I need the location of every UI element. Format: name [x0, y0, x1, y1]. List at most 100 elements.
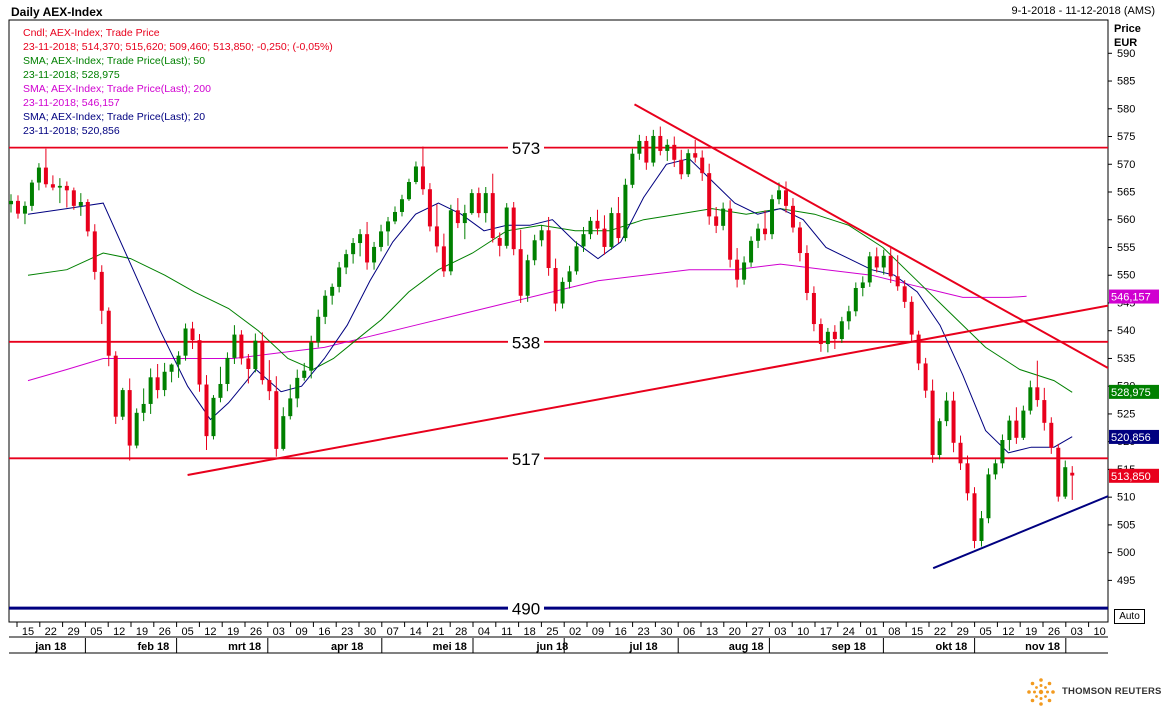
candle [525, 254, 530, 302]
candle-body [581, 234, 586, 247]
plot-frame [8, 19, 1109, 623]
candle-body [658, 135, 663, 151]
candle-body [176, 355, 181, 365]
candle [176, 351, 181, 378]
candle [749, 236, 754, 267]
x-tick-label: 02 [569, 626, 581, 638]
x-tick-label: 26 [1048, 626, 1060, 638]
last-value-bg [1109, 289, 1159, 304]
x-tick-label: 08 [888, 626, 900, 638]
candle [246, 354, 251, 384]
candle-body [867, 256, 872, 283]
candle [15, 195, 20, 219]
x-month-label: mrt 18 [228, 641, 261, 653]
candle [679, 149, 684, 180]
candle-body [825, 331, 830, 345]
candle-body [972, 493, 977, 541]
x-month-label: apr 18 [331, 641, 363, 653]
legend-line: 23-11-2018; 528,975 [23, 69, 120, 81]
candle-body [106, 310, 111, 356]
x-tick-label: 12 [204, 626, 216, 638]
x-tick-label: 13 [706, 626, 718, 638]
candle [497, 232, 502, 257]
candle-body [483, 193, 488, 214]
candle-body [700, 157, 705, 174]
candle-body [43, 167, 48, 185]
candle-body [783, 190, 788, 206]
level-label: 573 [512, 139, 540, 158]
candle-body [951, 400, 956, 443]
last-value-label: 528,975 [1111, 387, 1151, 399]
x-tick-label: 19 [1025, 626, 1037, 638]
candle [1056, 443, 1061, 502]
brand-logo: THOMSON REUTERS [1026, 677, 1163, 707]
candle [797, 221, 802, 262]
candle-body [749, 240, 754, 263]
candle [651, 129, 656, 167]
candle-body [351, 243, 356, 255]
candle [365, 221, 370, 270]
candle-body [728, 208, 733, 260]
candle [790, 198, 795, 233]
candle [860, 276, 865, 297]
x-tick-label: 19 [227, 626, 239, 638]
candle-body [686, 153, 691, 175]
candle [57, 178, 62, 204]
candle-body [644, 140, 649, 163]
sma20-line [27, 158, 1073, 454]
candle [553, 258, 558, 312]
last-value-label: 513,850 [1111, 471, 1151, 483]
candle-body [811, 292, 816, 325]
candle [721, 202, 726, 231]
x-tick-label: 30 [660, 626, 672, 638]
candle [169, 363, 174, 383]
candle [770, 194, 775, 240]
y-tick-label: 570 [1117, 159, 1135, 171]
candle [71, 187, 76, 210]
candle [588, 216, 593, 240]
level-label: 517 [512, 450, 540, 469]
candle-body [288, 398, 293, 417]
x-tick-label: 29 [957, 626, 969, 638]
y-tick-label: 550 [1117, 270, 1135, 282]
candle [260, 332, 265, 385]
candle-body [148, 377, 153, 404]
candle [288, 384, 293, 420]
price-chart[interactable]: 4955005055105155205255305355405455505555… [0, 0, 1163, 660]
candle [50, 175, 55, 191]
candle-body [127, 390, 132, 446]
candle-body [1056, 447, 1061, 497]
candle-body [518, 249, 523, 296]
y-tick-label: 555 [1117, 242, 1135, 254]
candle-body [441, 246, 446, 272]
candle-body [427, 189, 432, 227]
candle [902, 280, 907, 308]
candle [1000, 434, 1005, 469]
candle [162, 362, 167, 397]
candle-body [197, 340, 202, 385]
x-tick-label: 17 [820, 626, 832, 638]
candle-body [1014, 420, 1019, 438]
level-label-bg [508, 449, 544, 468]
candle [239, 330, 244, 365]
x-tick-label: 06 [683, 626, 695, 638]
candle [462, 204, 467, 240]
candle-body [790, 205, 795, 228]
y-tick-label: 565 [1117, 187, 1135, 199]
x-tick-label: 23 [637, 626, 649, 638]
candle [693, 139, 698, 163]
candle [1035, 360, 1040, 407]
candle [358, 229, 363, 257]
candle [476, 187, 481, 218]
candle-body [532, 240, 537, 261]
x-tick-label: 25 [546, 626, 558, 638]
x-tick-label: 03 [273, 626, 285, 638]
candle [406, 178, 411, 201]
candle [783, 181, 788, 213]
candle [930, 379, 935, 463]
x-tick-label: 04 [478, 626, 490, 638]
auto-scale-button[interactable]: Auto [1114, 609, 1145, 624]
level-label-517: 517 [508, 449, 544, 469]
candle-body [770, 199, 775, 235]
